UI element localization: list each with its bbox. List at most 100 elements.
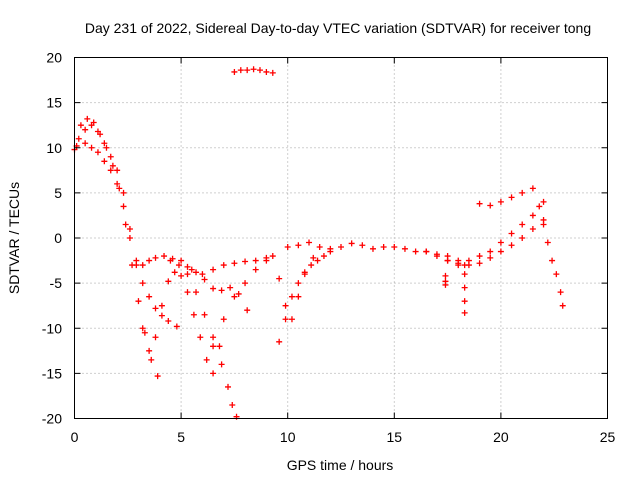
data-point [508, 194, 515, 201]
series-arc-drop-22 [536, 203, 566, 309]
data-point [497, 198, 504, 205]
data-point [476, 260, 483, 267]
data-point [250, 66, 257, 73]
data-point [461, 309, 468, 316]
y-tick-label: 20 [46, 50, 62, 66]
series-arc-spike-18 [461, 271, 468, 316]
data-point [412, 248, 419, 255]
data-point [284, 244, 291, 251]
data-point [465, 262, 472, 269]
data-point [306, 239, 313, 246]
data-points [71, 66, 566, 420]
data-point [158, 312, 165, 319]
data-point [114, 167, 121, 174]
data-point [122, 221, 129, 228]
x-tick-label: 0 [71, 429, 79, 445]
series-arc-upper-band [82, 122, 270, 278]
data-point [316, 244, 323, 251]
data-point [139, 325, 146, 332]
data-point [154, 373, 161, 380]
data-point [101, 140, 108, 147]
data-point [88, 144, 95, 151]
data-point [178, 257, 185, 264]
data-point [320, 253, 327, 260]
x-tick-label: 20 [493, 429, 509, 445]
data-point [519, 189, 526, 196]
data-point [82, 126, 89, 133]
data-point [152, 334, 159, 341]
y-tick-label: 10 [46, 140, 62, 156]
data-point [497, 239, 504, 246]
data-point [107, 167, 114, 174]
series-arc-high-8 [231, 66, 276, 76]
series-arc-rise-10 [276, 248, 334, 345]
data-point [184, 263, 191, 270]
data-point [120, 189, 127, 196]
series-arc-mid-shallow [184, 263, 251, 314]
data-point [161, 253, 168, 260]
data-point [139, 262, 146, 269]
data-point [88, 122, 95, 129]
data-point [401, 245, 408, 252]
data-point [288, 316, 295, 323]
data-point [148, 356, 155, 363]
data-point [461, 284, 468, 291]
data-point [282, 302, 289, 309]
data-point [114, 180, 121, 187]
data-point [133, 257, 140, 264]
data-point [461, 271, 468, 278]
series-arc-dip-9 [210, 253, 317, 350]
data-point [557, 289, 564, 296]
data-point [487, 254, 494, 261]
data-point [235, 290, 242, 297]
data-point [167, 257, 174, 264]
data-point [227, 284, 234, 291]
data-point [444, 257, 451, 264]
data-point [231, 68, 238, 75]
data-point [540, 221, 547, 228]
plot-frame [74, 57, 608, 419]
data-point [216, 343, 223, 350]
series-arc-deep-7 [167, 257, 240, 420]
data-point [263, 68, 270, 75]
data-point [288, 293, 295, 300]
data-point [109, 162, 116, 169]
data-point [242, 280, 249, 287]
data-point [178, 272, 185, 279]
series-arc-early-to-deep [71, 115, 161, 380]
data-point [101, 158, 108, 165]
y-tick-label: -5 [50, 275, 63, 291]
x-tick-labels: 0 5 10 15 20 25 [71, 429, 616, 445]
data-point [139, 280, 146, 287]
data-point [231, 260, 238, 267]
data-point [84, 115, 91, 122]
data-point [314, 257, 321, 264]
data-point [126, 235, 133, 241]
data-point [263, 254, 270, 261]
data-point [529, 185, 536, 192]
grid [74, 57, 608, 419]
y-axis-label: SDTVAR / TECUs [6, 182, 22, 294]
data-point [210, 266, 217, 273]
data-point [237, 67, 244, 74]
data-point [252, 257, 259, 264]
data-point [476, 200, 483, 207]
data-point [210, 370, 217, 377]
data-point [165, 318, 172, 325]
data-point [310, 254, 317, 261]
x-tick-label: 25 [600, 429, 616, 445]
data-point [256, 67, 263, 74]
data-point [308, 262, 315, 269]
series-arc-early-shallow [75, 135, 180, 330]
data-point [220, 316, 227, 323]
data-point [94, 128, 101, 135]
series-arc-lower-rise [444, 216, 547, 269]
data-point [218, 287, 225, 294]
data-point [529, 212, 536, 219]
y-tick-label: 5 [54, 185, 62, 201]
series-arc-mid-band [284, 239, 468, 269]
data-point [165, 278, 172, 285]
series-arc-dip-4 [139, 269, 223, 377]
data-point [295, 280, 302, 287]
